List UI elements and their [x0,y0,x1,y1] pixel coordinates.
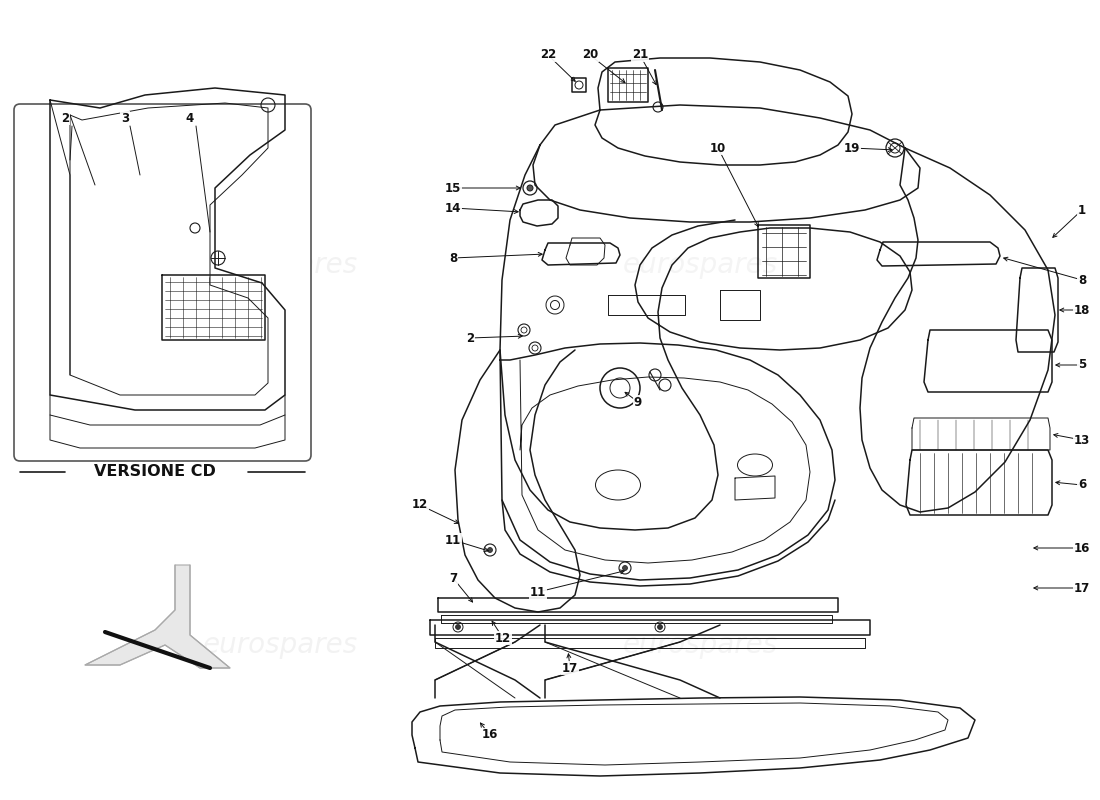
Text: VERSIONE CD: VERSIONE CD [95,465,216,479]
Text: eurospares: eurospares [202,251,358,279]
Text: eurospares: eurospares [623,631,778,659]
Circle shape [455,625,461,630]
Text: 20: 20 [582,49,598,62]
Text: 5: 5 [1078,358,1086,371]
Text: 7: 7 [449,571,458,585]
Circle shape [658,625,662,630]
Text: 15: 15 [444,182,461,194]
Text: 1: 1 [1078,203,1086,217]
Circle shape [487,547,493,553]
Text: 2: 2 [466,331,474,345]
Text: 3: 3 [121,111,129,125]
Text: 12: 12 [495,631,512,645]
Circle shape [623,566,627,570]
Text: 11: 11 [530,586,546,598]
FancyBboxPatch shape [14,104,311,461]
Text: 2: 2 [60,111,69,125]
Text: 17: 17 [1074,582,1090,594]
Text: 16: 16 [1074,542,1090,554]
Text: 12: 12 [411,498,428,511]
Text: 18: 18 [1074,303,1090,317]
Circle shape [527,185,534,191]
Text: 16: 16 [482,729,498,742]
Text: 21: 21 [631,49,648,62]
Text: 8: 8 [1078,274,1086,286]
Text: 17: 17 [562,662,579,674]
Polygon shape [85,565,230,668]
Text: eurospares: eurospares [623,251,778,279]
Text: 14: 14 [444,202,461,214]
Text: 4: 4 [186,111,194,125]
Text: 19: 19 [844,142,860,154]
Text: 13: 13 [1074,434,1090,446]
Text: 6: 6 [1078,478,1086,491]
Text: 11: 11 [444,534,461,546]
Text: 9: 9 [634,395,642,409]
Text: 10: 10 [710,142,726,154]
Text: 22: 22 [540,49,557,62]
Text: eurospares: eurospares [202,631,358,659]
Text: 8: 8 [449,251,458,265]
